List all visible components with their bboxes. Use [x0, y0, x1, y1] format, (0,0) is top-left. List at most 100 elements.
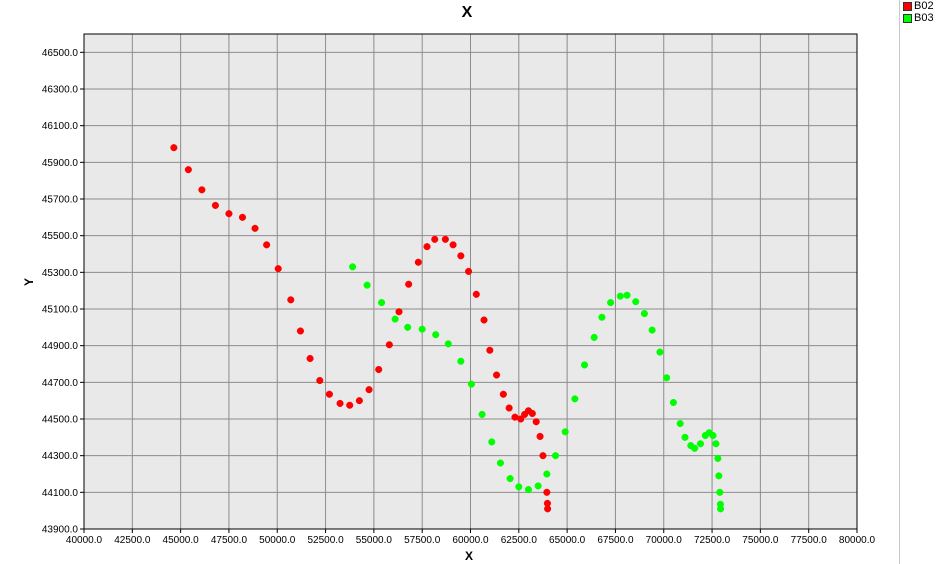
data-point-b03	[418, 325, 426, 333]
data-point-b02	[544, 505, 552, 513]
x-tick-label: 67500.0	[597, 535, 634, 546]
data-point-b03	[623, 291, 631, 299]
data-point-b02	[355, 397, 363, 405]
data-point-b02	[395, 308, 403, 316]
data-point-b03	[496, 459, 505, 467]
legend: B02 B03	[899, 0, 939, 564]
data-point-b03	[467, 380, 476, 388]
data-point-b02	[274, 265, 282, 273]
data-point-b03	[404, 323, 412, 331]
plot-frame	[83, 33, 858, 530]
data-point-b02	[465, 267, 473, 275]
y-tick-label: 44500.0	[42, 415, 79, 426]
data-point-b02	[263, 241, 271, 249]
data-point-b03	[543, 470, 551, 478]
data-point-b02	[287, 296, 295, 304]
data-point-b02	[365, 386, 373, 394]
data-point-b02	[405, 280, 413, 288]
legend-label-b03: B03	[914, 12, 934, 24]
data-point-b03	[656, 348, 664, 356]
data-point-b02	[306, 354, 314, 363]
data-point-b02	[316, 376, 324, 385]
y-axis-ticks: 43900.0 44100.0 44300.0 44500.0 44700.0 44900…	[42, 48, 84, 536]
data-point-b03	[717, 505, 725, 513]
data-point-b03	[681, 433, 689, 441]
data-point-b02	[457, 252, 465, 260]
y-tick-label: 44100.0	[42, 488, 79, 499]
data-point-b03	[676, 420, 684, 428]
data-points	[170, 144, 725, 513]
data-point-b02	[211, 201, 219, 209]
data-point-b03	[534, 482, 542, 490]
data-point-b02	[505, 404, 513, 412]
data-point-b02	[423, 243, 431, 251]
x-tick-label: 72500.0	[694, 535, 731, 546]
x-tick-label: 40000.0	[66, 535, 103, 546]
data-point-b03	[712, 440, 720, 448]
data-point-b03	[640, 310, 648, 318]
data-point-b03	[663, 374, 671, 382]
x-tick-label: 50000.0	[259, 535, 296, 546]
legend-swatch-b03	[903, 14, 912, 23]
data-point-b03	[561, 428, 569, 436]
data-point-b03	[571, 395, 579, 403]
data-point-b03	[524, 486, 533, 494]
data-point-b03	[444, 340, 452, 348]
data-point-b02	[441, 235, 449, 243]
x-tick-label: 70000.0	[646, 535, 683, 546]
x-tick-label: 55000.0	[356, 535, 393, 546]
data-point-b02	[346, 401, 354, 409]
x-tick-label: 75000.0	[742, 535, 779, 546]
data-point-b03	[391, 315, 399, 323]
x-axis-title: X	[465, 549, 473, 563]
series-b03	[349, 263, 725, 513]
data-point-b03	[580, 361, 589, 369]
series-b02	[170, 144, 552, 513]
data-point-b03	[598, 313, 606, 321]
chart-title: X	[462, 4, 473, 21]
data-point-b03	[709, 431, 717, 440]
y-tick-label: 44700.0	[42, 378, 79, 389]
x-tick-label: 60000.0	[452, 535, 489, 546]
data-point-b02	[486, 346, 494, 354]
data-point-b02	[251, 224, 259, 232]
data-point-b02	[184, 166, 192, 174]
y-tick-label: 45300.0	[42, 268, 79, 279]
data-point-b03	[696, 440, 705, 448]
y-tick-label: 46100.0	[42, 121, 79, 132]
data-point-b03	[648, 326, 656, 334]
y-axis-title: Y	[22, 278, 36, 286]
data-point-b02	[449, 241, 457, 249]
x-tick-label: 52500.0	[307, 535, 344, 546]
data-point-b02	[170, 144, 178, 152]
data-point-b03	[506, 475, 514, 483]
legend-item-b03[interactable]: B03	[903, 13, 939, 24]
data-point-b02	[528, 409, 536, 418]
legend-item-b02[interactable]: B02	[903, 1, 939, 12]
x-tick-label: 65000.0	[549, 535, 586, 546]
y-tick-label: 45100.0	[42, 305, 79, 316]
y-tick-label: 45500.0	[42, 231, 79, 242]
data-point-b02	[414, 258, 422, 266]
data-point-b02	[517, 415, 525, 423]
data-point-b02	[238, 213, 247, 221]
data-point-b02	[472, 290, 480, 298]
y-tick-label: 43900.0	[42, 525, 79, 536]
data-point-b02	[532, 418, 540, 426]
data-point-b03	[349, 263, 357, 271]
data-point-b02	[375, 365, 383, 374]
x-tick-label: 57500.0	[404, 535, 441, 546]
data-point-b02	[480, 316, 488, 324]
x-tick-label: 47500.0	[211, 535, 248, 546]
data-point-b03	[378, 299, 386, 307]
x-tick-label: 45000.0	[163, 535, 200, 546]
legend-label-b02: B02	[914, 0, 934, 12]
data-point-b02	[325, 390, 333, 398]
data-point-b02	[493, 371, 501, 379]
data-point-b03	[669, 398, 677, 407]
data-point-b02	[385, 341, 393, 349]
y-tick-label: 45700.0	[42, 195, 79, 206]
x-axis-ticks: 40000.0 42500.0 45000.0 47500.0 50000.0 52500…	[66, 529, 876, 546]
data-point-b02	[225, 210, 233, 218]
y-tick-label: 44900.0	[42, 341, 79, 352]
